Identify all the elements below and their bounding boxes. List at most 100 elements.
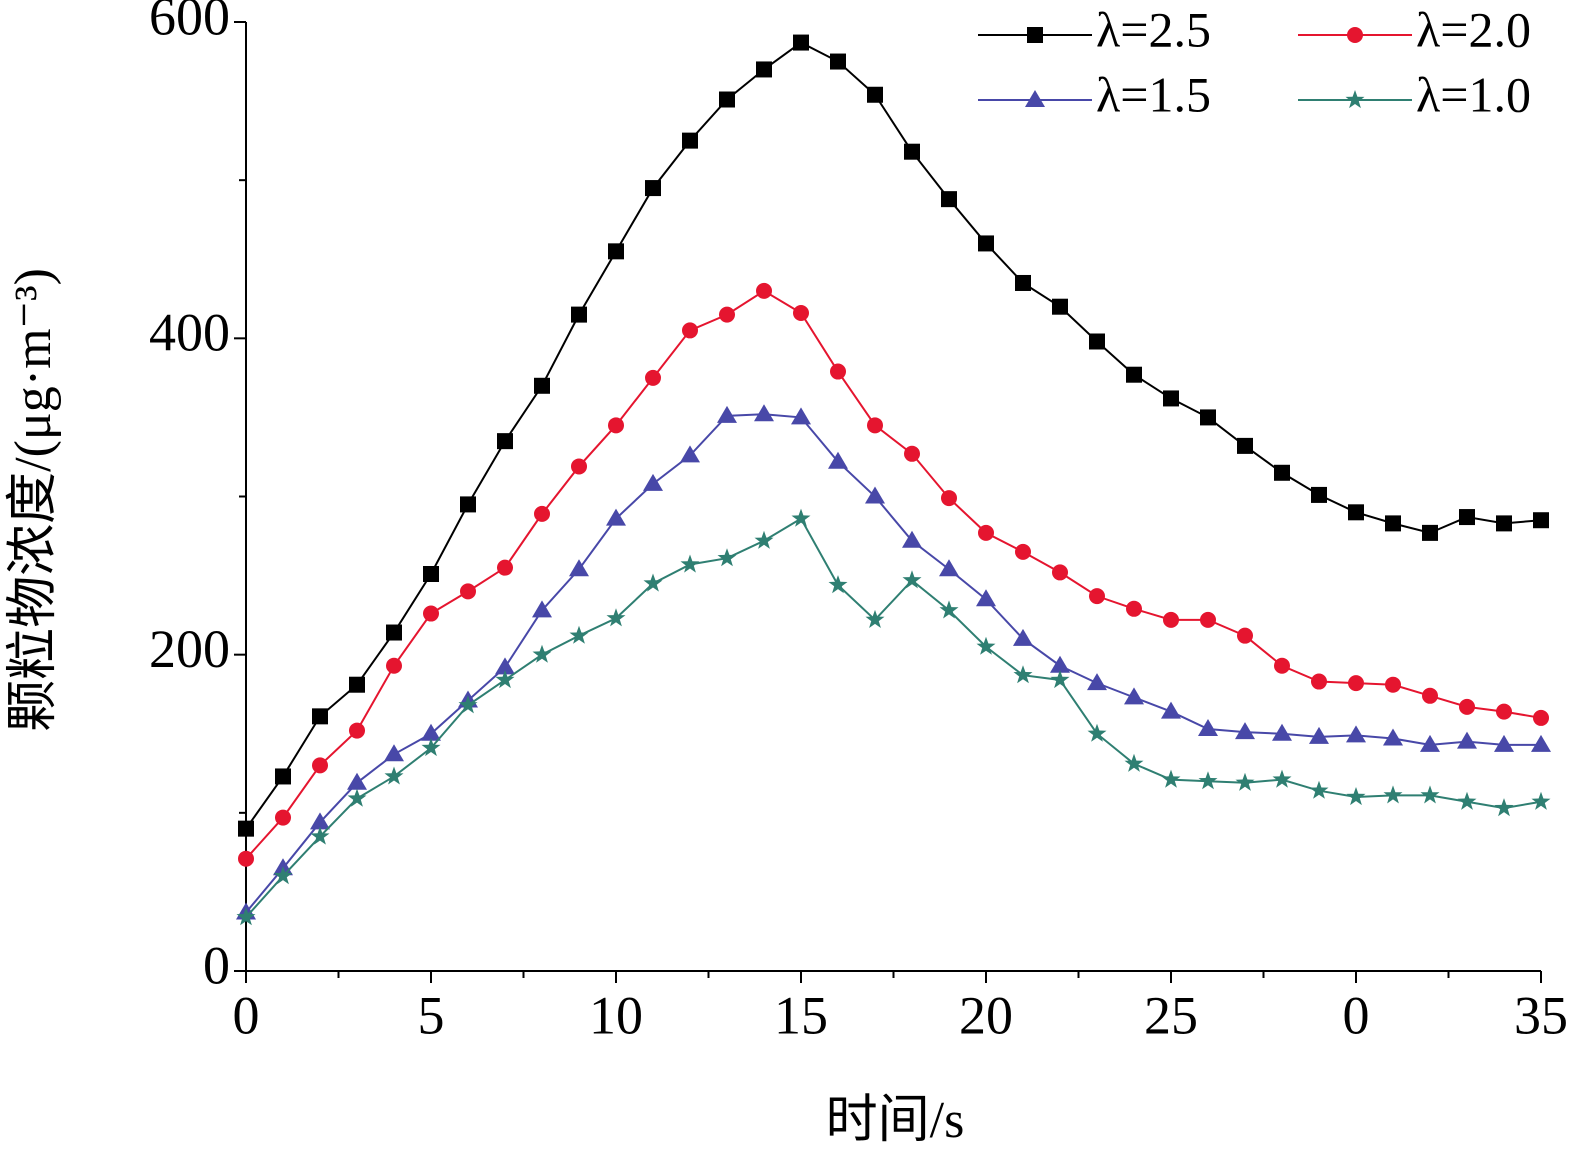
marker (1311, 673, 1327, 690)
marker (865, 486, 885, 504)
marker (347, 788, 367, 807)
marker (902, 570, 922, 589)
marker (1235, 722, 1255, 740)
marker (532, 600, 552, 618)
marker (1052, 298, 1068, 315)
marker (682, 322, 698, 339)
marker (791, 407, 811, 425)
marker (1422, 524, 1438, 541)
marker (643, 573, 663, 592)
marker (1237, 627, 1253, 644)
marker (756, 61, 772, 78)
marker (421, 723, 441, 741)
marker (1531, 734, 1551, 752)
marker (680, 554, 700, 573)
marker (1533, 512, 1549, 529)
marker (347, 772, 367, 790)
marker (717, 548, 737, 567)
marker (1163, 390, 1179, 407)
marker (458, 695, 478, 714)
marker (1124, 687, 1144, 705)
x-tick-label: 35 (1514, 985, 1568, 1045)
marker (1385, 515, 1401, 532)
marker (1235, 772, 1255, 791)
marker (349, 722, 365, 739)
marker (754, 530, 774, 549)
marker (460, 583, 476, 600)
x-tick-label: 15 (774, 985, 828, 1045)
marker (1531, 791, 1551, 810)
x-tick-label: 20 (959, 985, 1013, 1045)
marker (1385, 676, 1401, 693)
x-axis-label: 时间/s (826, 1092, 965, 1149)
marker (717, 405, 737, 423)
legend-label: λ=2.5 (1096, 1, 1211, 57)
marker (1124, 753, 1144, 772)
series-line (245, 517, 1542, 918)
marker (1459, 698, 1475, 715)
marker (793, 34, 809, 51)
x-tick-label: 25 (1144, 985, 1198, 1045)
x-tick-label: 10 (589, 985, 643, 1045)
marker (830, 53, 846, 70)
marker (1348, 504, 1364, 521)
marker (941, 191, 957, 208)
marker (828, 451, 848, 469)
series-line (245, 41, 1542, 830)
marker (645, 369, 661, 386)
marker (569, 559, 589, 577)
marker (497, 433, 513, 450)
marker (1346, 787, 1366, 806)
marker (1272, 769, 1292, 788)
marker (1274, 464, 1290, 481)
marker (1494, 734, 1514, 752)
marker (756, 282, 772, 299)
marker (460, 496, 476, 513)
marker (1200, 611, 1216, 628)
marker (1383, 785, 1403, 804)
marker (1161, 701, 1181, 719)
legend-marker (1347, 27, 1363, 43)
marker (902, 530, 922, 548)
legend-label: λ=1.0 (1416, 66, 1531, 122)
marker (421, 738, 441, 757)
marker (904, 143, 920, 160)
legend-marker (1025, 90, 1045, 107)
marker (1163, 611, 1179, 628)
legend-label: λ=1.5 (1096, 66, 1211, 122)
marker (606, 608, 626, 627)
marker (273, 866, 293, 885)
marker (1161, 769, 1181, 788)
marker (719, 91, 735, 108)
marker (534, 377, 550, 394)
marker (867, 86, 883, 103)
marker (1198, 771, 1218, 790)
marker (941, 490, 957, 507)
marker (865, 609, 885, 628)
marker (1457, 731, 1477, 749)
marker (495, 657, 515, 675)
marker (1274, 657, 1290, 674)
marker (312, 757, 328, 774)
marker (423, 566, 439, 583)
y-axis-label: 颗粒物浓度/(μg·m⁻³) (5, 268, 62, 732)
marker (571, 458, 587, 475)
marker (1198, 719, 1218, 737)
y-tick-label: 200 (149, 619, 230, 679)
marker (275, 768, 291, 785)
marker (1494, 798, 1514, 817)
marker (423, 605, 439, 622)
marker (238, 820, 254, 837)
marker (1422, 687, 1438, 704)
marker (532, 644, 552, 663)
marker (238, 850, 254, 867)
marker (608, 417, 624, 434)
marker (1089, 333, 1105, 350)
legend-marker (1027, 27, 1043, 43)
marker (1089, 588, 1105, 605)
marker (1533, 709, 1549, 726)
marker (386, 657, 402, 674)
marker (1050, 670, 1070, 689)
marker (384, 766, 404, 785)
